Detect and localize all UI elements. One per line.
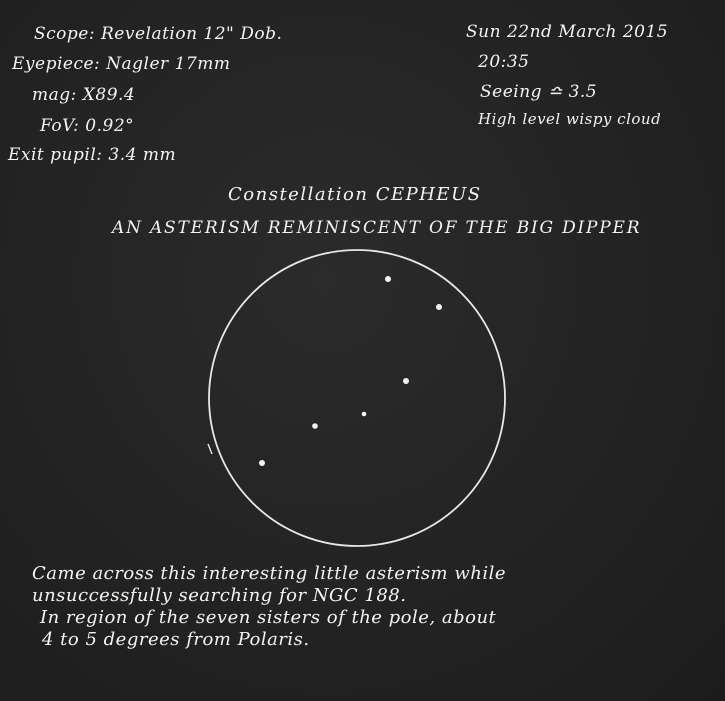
star-2 xyxy=(436,304,442,310)
notes-line-1: Came across this interesting little aste… xyxy=(32,563,507,584)
date-label: Sun 22nd March 2015 xyxy=(466,22,669,42)
seeing-label: Seeing ≏ 3.5 xyxy=(480,82,598,102)
star-5 xyxy=(312,423,318,429)
star-6 xyxy=(259,460,265,466)
sky-conditions-label: High level wispy cloud xyxy=(478,110,662,128)
scope-label: Scope: Revelation 12" Dob. xyxy=(34,24,283,44)
field-of-view-label: FoV: 0.92° xyxy=(40,116,135,136)
eyepiece-label: Eyepiece: Nagler 17mm xyxy=(12,54,231,74)
asterism-subtitle: AN ASTERISM REMINISCENT OF THE BIG DIPPE… xyxy=(112,218,642,238)
field-circle-tick xyxy=(207,443,213,455)
constellation-title: Constellation CEPHEUS xyxy=(228,184,482,205)
notes-line-3: In region of the seven sisters of the po… xyxy=(40,607,497,628)
notes-line-4: 4 to 5 degrees from Polaris. xyxy=(42,629,310,650)
star-3 xyxy=(403,378,409,384)
observation-notes: Came across this interesting little aste… xyxy=(32,563,692,651)
notes-line-2: unsuccessfully searching for NGC 188. xyxy=(32,585,407,606)
exit-pupil-label: Exit pupil: 3.4 mm xyxy=(8,145,177,165)
star-4 xyxy=(361,411,367,417)
star-1 xyxy=(385,276,391,282)
field-circle xyxy=(208,249,506,547)
time-label: 20:35 xyxy=(478,52,530,72)
magnification-label: mag: X89.4 xyxy=(32,85,136,105)
